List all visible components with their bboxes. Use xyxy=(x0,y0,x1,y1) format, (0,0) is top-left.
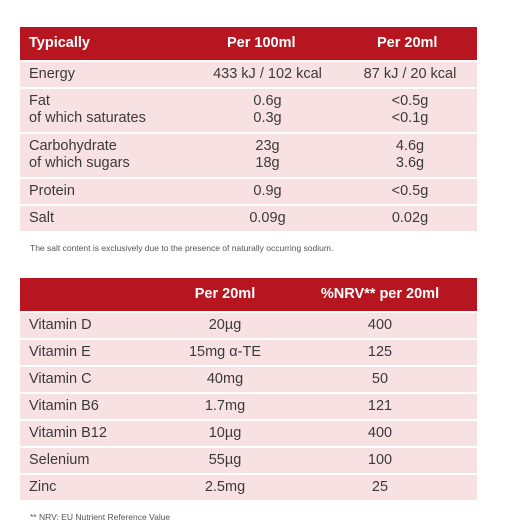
table-row-selenium: Selenium 55µg 100 xyxy=(20,448,477,473)
row-sub-label: of which sugars xyxy=(29,155,130,171)
row-nrv: 50 xyxy=(371,371,389,387)
row-per-20ml: <0.5g xyxy=(391,183,429,199)
header-per-100ml: Per 100ml xyxy=(227,35,296,51)
row-label: Vitamin E xyxy=(29,344,91,360)
row-label: Carbohydrate xyxy=(29,138,117,154)
row-label: Vitamin D xyxy=(29,317,92,333)
row-label: Salt xyxy=(29,210,54,226)
row-per-20ml: 0.02g xyxy=(391,210,429,226)
row-label: Fat xyxy=(29,93,50,109)
row-nrv: 400 xyxy=(367,425,393,441)
table-row-carbohydrate: Carbohydrate of which sugars 23g 18g 4.6… xyxy=(20,134,477,177)
nutrition-table-header: Typically Per 100ml Per 20ml xyxy=(20,27,477,60)
row-per-20ml: 87 kJ / 20 kcal xyxy=(363,66,457,82)
row-nrv: 100 xyxy=(367,452,393,468)
row-label: Selenium xyxy=(29,452,90,468)
header-nrv: %NRV** per 20ml xyxy=(320,286,440,302)
table-row-zinc: Zinc 2.5mg 25 xyxy=(20,475,477,500)
vitamins-table-header: Per 20ml %NRV** per 20ml xyxy=(20,278,477,311)
row-per-20ml: <0.5g xyxy=(391,93,429,109)
row-per-100ml: 0.9g xyxy=(253,183,282,199)
table-row-energy: Energy 433 kJ / 102 kcal 87 kJ / 20 kcal xyxy=(20,62,477,87)
row-per-20ml: 40mg xyxy=(206,371,244,387)
row-label: Vitamin C xyxy=(29,371,92,387)
table-row-salt: Salt 0.09g 0.02g xyxy=(20,206,477,231)
row-per-20ml: 4.6g xyxy=(395,138,425,154)
salt-footnote: The salt content is exclusively due to t… xyxy=(30,243,334,253)
row-label: Vitamin B6 xyxy=(29,398,99,414)
row-label: Protein xyxy=(29,183,75,199)
row-per-100ml-sub: 0.3g xyxy=(253,110,282,126)
row-per-100ml: 0.6g xyxy=(253,93,282,109)
table-row-vitamin-c: Vitamin C 40mg 50 xyxy=(20,367,477,392)
table-row-vitamin-d: Vitamin D 20µg 400 xyxy=(20,313,477,338)
row-nrv: 121 xyxy=(367,398,393,414)
row-per-100ml-sub: 18g xyxy=(255,155,280,171)
table-row-vitamin-b12: Vitamin B12 10µg 400 xyxy=(20,421,477,446)
row-per-20ml: 55µg xyxy=(208,452,242,468)
header-typically: Typically xyxy=(29,35,90,51)
row-per-100ml: 23g xyxy=(255,138,280,154)
row-per-20ml: 10µg xyxy=(208,425,242,441)
row-nrv: 400 xyxy=(367,317,393,333)
row-sub-label: of which saturates xyxy=(29,110,146,126)
row-per-20ml: 2.5mg xyxy=(204,479,246,495)
row-per-20ml: 15mg α-TE xyxy=(188,344,262,360)
table-row-vitamin-e: Vitamin E 15mg α-TE 125 xyxy=(20,340,477,365)
header-per-20ml: Per 20ml xyxy=(377,35,438,51)
row-per-20ml: 1.7mg xyxy=(204,398,246,414)
row-label: Vitamin B12 xyxy=(29,425,107,441)
row-per-100ml: 433 kJ / 102 kcal xyxy=(213,66,322,82)
row-label: Zinc xyxy=(29,479,57,495)
table-row-protein: Protein 0.9g <0.5g xyxy=(20,179,477,204)
row-per-100ml: 0.09g xyxy=(249,210,286,226)
table-row-vitamin-b6: Vitamin B6 1.7mg 121 xyxy=(20,394,477,419)
row-per-20ml: 20µg xyxy=(208,317,242,333)
row-per-20ml-sub: 3.6g xyxy=(395,155,425,171)
table-row-fat: Fat of which saturates 0.6g 0.3g <0.5g <… xyxy=(20,89,477,132)
header-per-20ml: Per 20ml xyxy=(194,286,256,302)
row-nrv: 25 xyxy=(371,479,389,495)
row-label: Energy xyxy=(29,66,75,82)
row-per-20ml-sub: <0.1g xyxy=(391,110,429,126)
row-nrv: 125 xyxy=(367,344,393,360)
nrv-footnote: ** NRV: EU Nutrient Reference Value xyxy=(30,512,171,522)
